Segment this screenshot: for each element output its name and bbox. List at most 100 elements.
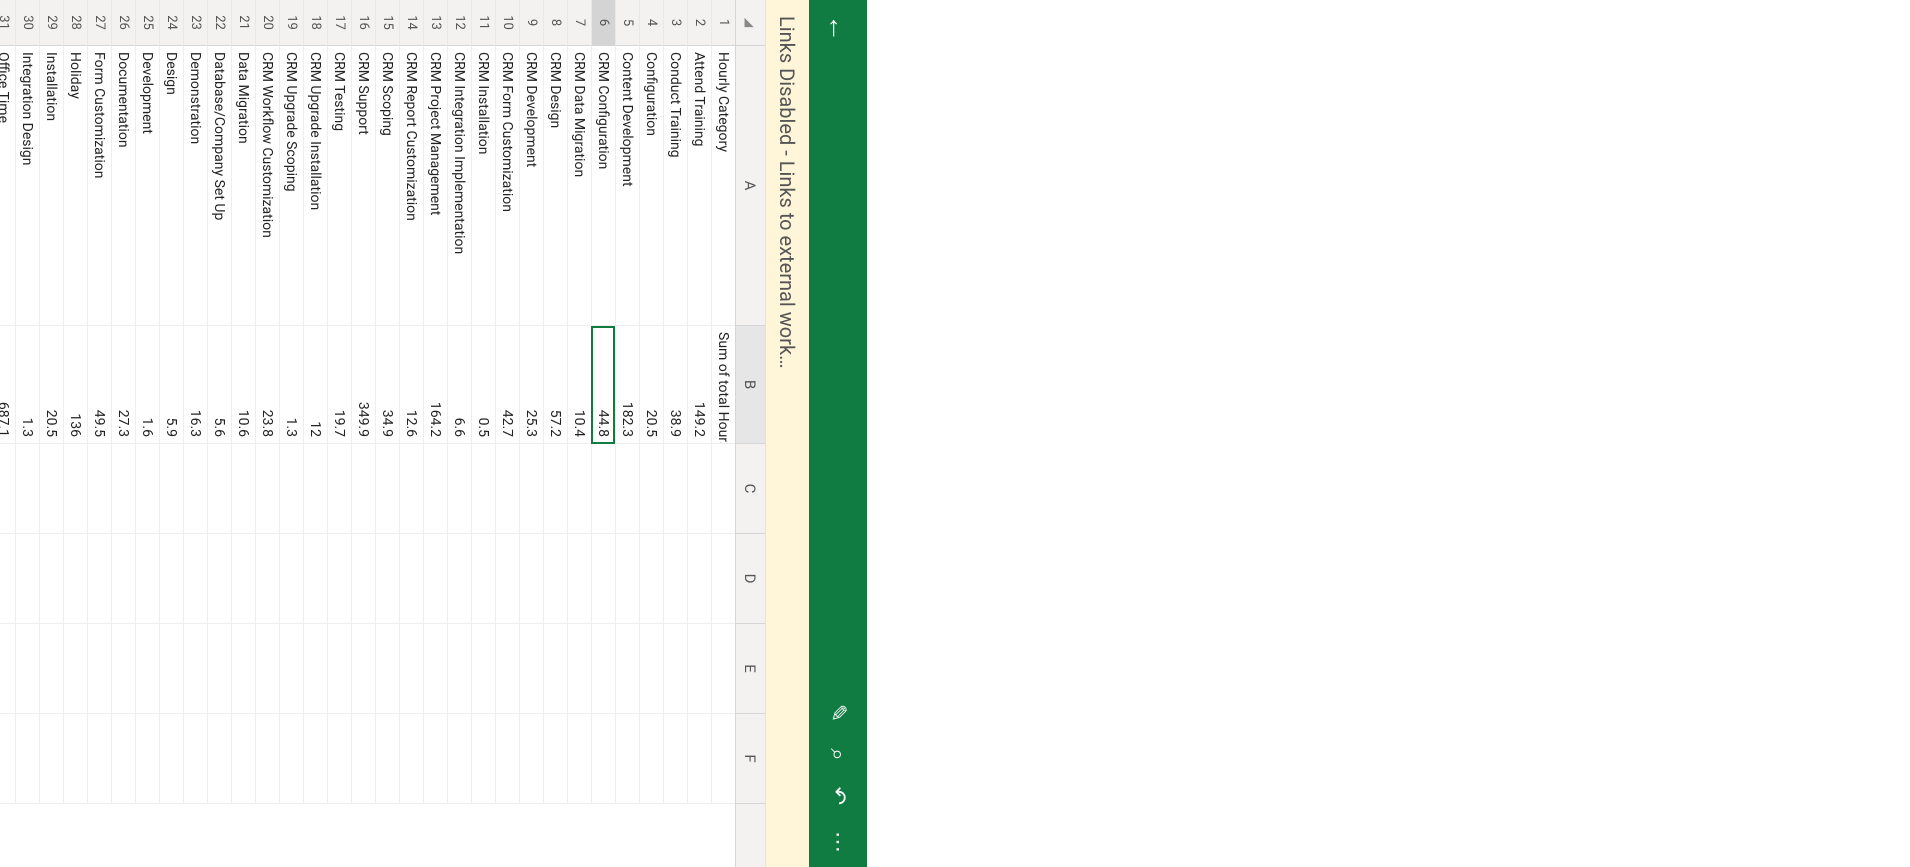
cell-empty[interactable] <box>375 534 399 624</box>
cell-value[interactable]: 1.3 <box>15 326 39 444</box>
cell-empty[interactable] <box>111 624 135 714</box>
cell-empty[interactable] <box>711 714 735 804</box>
cell-value[interactable]: 0.5 <box>471 326 495 444</box>
cell-empty[interactable] <box>87 444 111 534</box>
cell-empty[interactable] <box>87 714 111 804</box>
cell-value[interactable]: 57.2 <box>543 326 567 444</box>
cell-empty[interactable] <box>279 444 303 534</box>
row-header[interactable]: 4 <box>639 0 663 46</box>
cell-empty[interactable] <box>495 444 519 534</box>
cell-empty[interactable] <box>471 534 495 624</box>
cell-empty[interactable] <box>567 444 591 534</box>
cell-empty[interactable] <box>375 444 399 534</box>
cell-empty[interactable] <box>87 534 111 624</box>
cell-empty[interactable] <box>183 714 207 804</box>
row-header[interactable]: 20 <box>255 0 279 46</box>
row-header[interactable]: 28 <box>63 0 87 46</box>
cell-empty[interactable] <box>183 444 207 534</box>
row-header[interactable]: 11 <box>471 0 495 46</box>
cell-empty[interactable] <box>471 444 495 534</box>
cell-empty[interactable] <box>543 624 567 714</box>
cell-label[interactable]: Attend Training <box>687 46 711 326</box>
cell-empty[interactable] <box>639 534 663 624</box>
cell-empty[interactable] <box>183 624 207 714</box>
cell-empty[interactable] <box>399 534 423 624</box>
cell-value[interactable]: 10.6 <box>231 326 255 444</box>
cell-empty[interactable] <box>327 624 351 714</box>
cell-empty[interactable] <box>207 714 231 804</box>
cell-empty[interactable] <box>15 714 39 804</box>
cell-empty[interactable] <box>687 444 711 534</box>
cell-value[interactable]: 5.6 <box>207 326 231 444</box>
cell-empty[interactable] <box>639 714 663 804</box>
cell-empty[interactable] <box>687 624 711 714</box>
cell-empty[interactable] <box>375 624 399 714</box>
cell-value[interactable]: 1.6 <box>135 326 159 444</box>
cell-empty[interactable] <box>39 624 63 714</box>
cell-empty[interactable] <box>303 714 327 804</box>
cell-value[interactable]: 42.7 <box>495 326 519 444</box>
row-header[interactable]: 8 <box>543 0 567 46</box>
row-header[interactable]: 2 <box>687 0 711 46</box>
cell-empty[interactable] <box>351 534 375 624</box>
cell-label[interactable]: CRM Design <box>543 46 567 326</box>
row-header[interactable]: 3 <box>663 0 687 46</box>
cell-empty[interactable] <box>207 534 231 624</box>
cell-value[interactable]: 182.3 <box>615 326 639 444</box>
cell-empty[interactable] <box>663 534 687 624</box>
cell-empty[interactable] <box>327 534 351 624</box>
cell-value[interactable]: 20.5 <box>639 326 663 444</box>
row-header[interactable]: 18 <box>303 0 327 46</box>
cell-empty[interactable] <box>255 444 279 534</box>
cell-label[interactable]: Form Customization <box>87 46 111 326</box>
row-header[interactable]: 1 <box>711 0 735 46</box>
cell-value[interactable]: 6.6 <box>447 326 471 444</box>
row-header[interactable]: 22 <box>207 0 231 46</box>
cell-empty[interactable] <box>687 534 711 624</box>
cell-empty[interactable] <box>543 534 567 624</box>
cell-empty[interactable] <box>111 444 135 534</box>
cell-empty[interactable] <box>159 444 183 534</box>
cell-empty[interactable] <box>639 624 663 714</box>
cell-empty[interactable] <box>135 624 159 714</box>
cell-empty[interactable] <box>111 714 135 804</box>
cell-empty[interactable] <box>495 624 519 714</box>
cell-empty[interactable] <box>63 534 87 624</box>
cell-empty[interactable] <box>231 624 255 714</box>
cell-value[interactable]: 12 <box>303 326 327 444</box>
cell-empty[interactable] <box>327 444 351 534</box>
spreadsheet-grid[interactable]: 1Hourly CategorySum of total Hours2Atten… <box>0 0 735 867</box>
cell-empty[interactable] <box>0 444 15 534</box>
cell-empty[interactable] <box>447 534 471 624</box>
cell-empty[interactable] <box>15 624 39 714</box>
cell-empty[interactable] <box>279 714 303 804</box>
cell-empty[interactable] <box>639 444 663 534</box>
cell-empty[interactable] <box>0 714 15 804</box>
cell-empty[interactable] <box>615 714 639 804</box>
cell-empty[interactable] <box>63 444 87 534</box>
cell-label[interactable]: CRM Integration Implementation <box>447 46 471 326</box>
cell-empty[interactable] <box>423 714 447 804</box>
cell-empty[interactable] <box>231 444 255 534</box>
cell-value[interactable]: 23.8 <box>255 326 279 444</box>
row-header[interactable]: 19 <box>279 0 303 46</box>
cell-value[interactable]: 149.2 <box>687 326 711 444</box>
cell-empty[interactable] <box>279 624 303 714</box>
cell-label[interactable]: CRM Development <box>519 46 543 326</box>
cell-value[interactable]: 136 <box>63 326 87 444</box>
row-header[interactable]: 15 <box>375 0 399 46</box>
cell-empty[interactable] <box>63 714 87 804</box>
cell-value[interactable]: 49.5 <box>87 326 111 444</box>
cell-label[interactable]: CRM Testing <box>327 46 351 326</box>
cell-label[interactable]: CRM Upgrade Installation <box>303 46 327 326</box>
cell-empty[interactable] <box>135 534 159 624</box>
cell-label[interactable]: Development <box>135 46 159 326</box>
cell-empty[interactable] <box>159 714 183 804</box>
cell-empty[interactable] <box>615 534 639 624</box>
row-header[interactable]: 5 <box>615 0 639 46</box>
column-header-C[interactable]: C <box>736 444 765 534</box>
cell-empty[interactable] <box>711 444 735 534</box>
cell-empty[interactable] <box>303 444 327 534</box>
cell-value[interactable]: 34.9 <box>375 326 399 444</box>
cell-empty[interactable] <box>135 444 159 534</box>
